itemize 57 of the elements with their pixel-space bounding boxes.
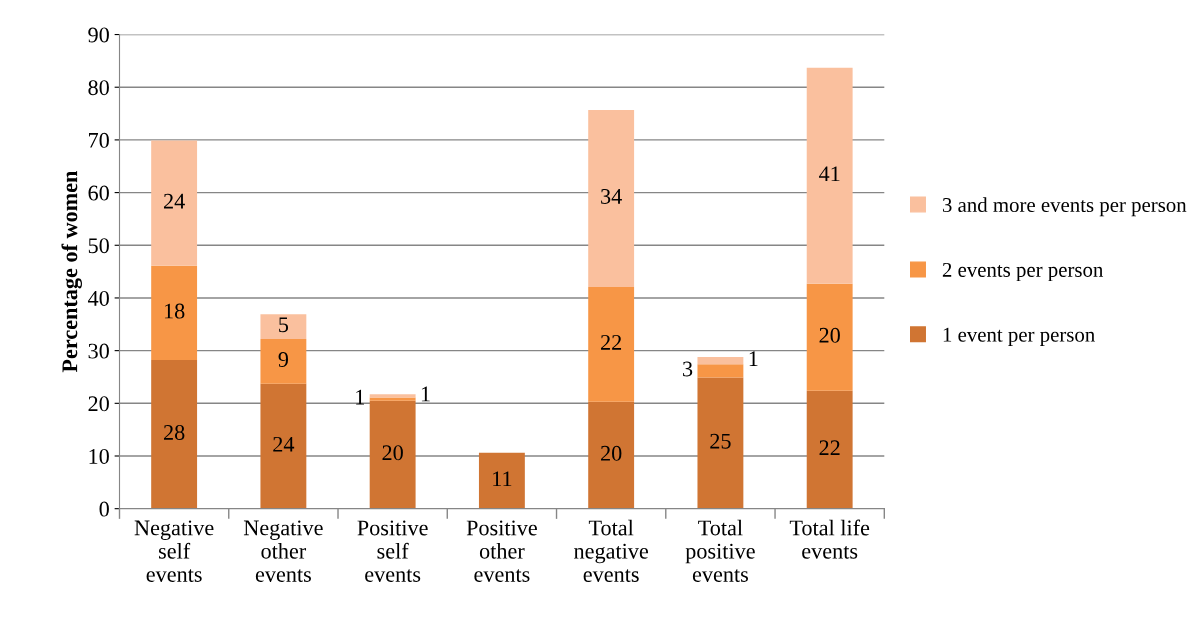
data-label: 20 — [819, 327, 840, 343]
data-label: 11 — [493, 471, 512, 487]
y-tick-label: 80 — [88, 80, 109, 96]
y-tick-label: 50 — [88, 238, 109, 254]
data-label: 3 — [683, 361, 693, 377]
data-label: 5 — [279, 317, 289, 333]
bar — [697, 377, 744, 509]
data-label: 22 — [601, 334, 622, 350]
bar — [260, 314, 307, 340]
bar — [260, 339, 307, 384]
y-tick-label: 20 — [88, 396, 109, 412]
data-label: 20 — [601, 445, 622, 461]
x-tick-label: Total positive events — [685, 519, 755, 582]
data-label: 24 — [163, 193, 185, 209]
data-label: 34 — [601, 189, 622, 204]
data-label: 25 — [710, 433, 731, 449]
x-tick-label: Total negative events — [574, 519, 649, 582]
x-tick-label: Negative self events — [134, 520, 214, 582]
data-label: 1 — [749, 351, 758, 366]
bar — [151, 265, 198, 361]
data-label: 1 — [421, 386, 430, 402]
y-tick-label: 90 — [88, 27, 109, 43]
y-tick-label: 40 — [87, 290, 109, 306]
bar — [478, 452, 525, 509]
bar — [588, 286, 635, 402]
data-label: 18 — [164, 303, 185, 319]
y-tick-label: 0 — [99, 501, 109, 517]
bar — [806, 67, 853, 284]
x-tick-label: Negative other events — [243, 520, 323, 582]
y-tick-label: 10 — [89, 448, 109, 464]
data-label: 28 — [163, 424, 185, 440]
bar — [588, 109, 635, 287]
bar — [151, 140, 198, 266]
y-tick-label: 70 — [89, 132, 109, 148]
y-tick-label: 60 — [88, 185, 109, 201]
data-label: 41 — [818, 166, 840, 182]
x-tick-label: Total life events — [789, 519, 870, 559]
legend-label: 3 and more events per person — [942, 197, 1187, 217]
data-label: 1 — [356, 389, 364, 405]
data-label: 20 — [382, 445, 403, 461]
bar — [369, 400, 416, 509]
bar — [588, 401, 635, 509]
bar — [806, 283, 853, 391]
x-tick-label: Positive self events — [357, 520, 428, 582]
x-tick-label: Positive other events — [466, 520, 537, 582]
bar — [806, 390, 853, 509]
legend-label: 2 events per person — [942, 262, 1104, 282]
bar — [151, 360, 198, 509]
data-label: 9 — [278, 352, 289, 367]
bar — [260, 383, 307, 509]
bar — [697, 356, 744, 365]
y-axis-title: Percentage of women — [61, 170, 82, 373]
legend-label: 1 event per person — [943, 327, 1095, 346]
bar — [697, 364, 744, 378]
y-tick-label: 30 — [88, 343, 109, 359]
data-label: 22 — [819, 440, 840, 456]
data-label: 24 — [273, 436, 295, 452]
